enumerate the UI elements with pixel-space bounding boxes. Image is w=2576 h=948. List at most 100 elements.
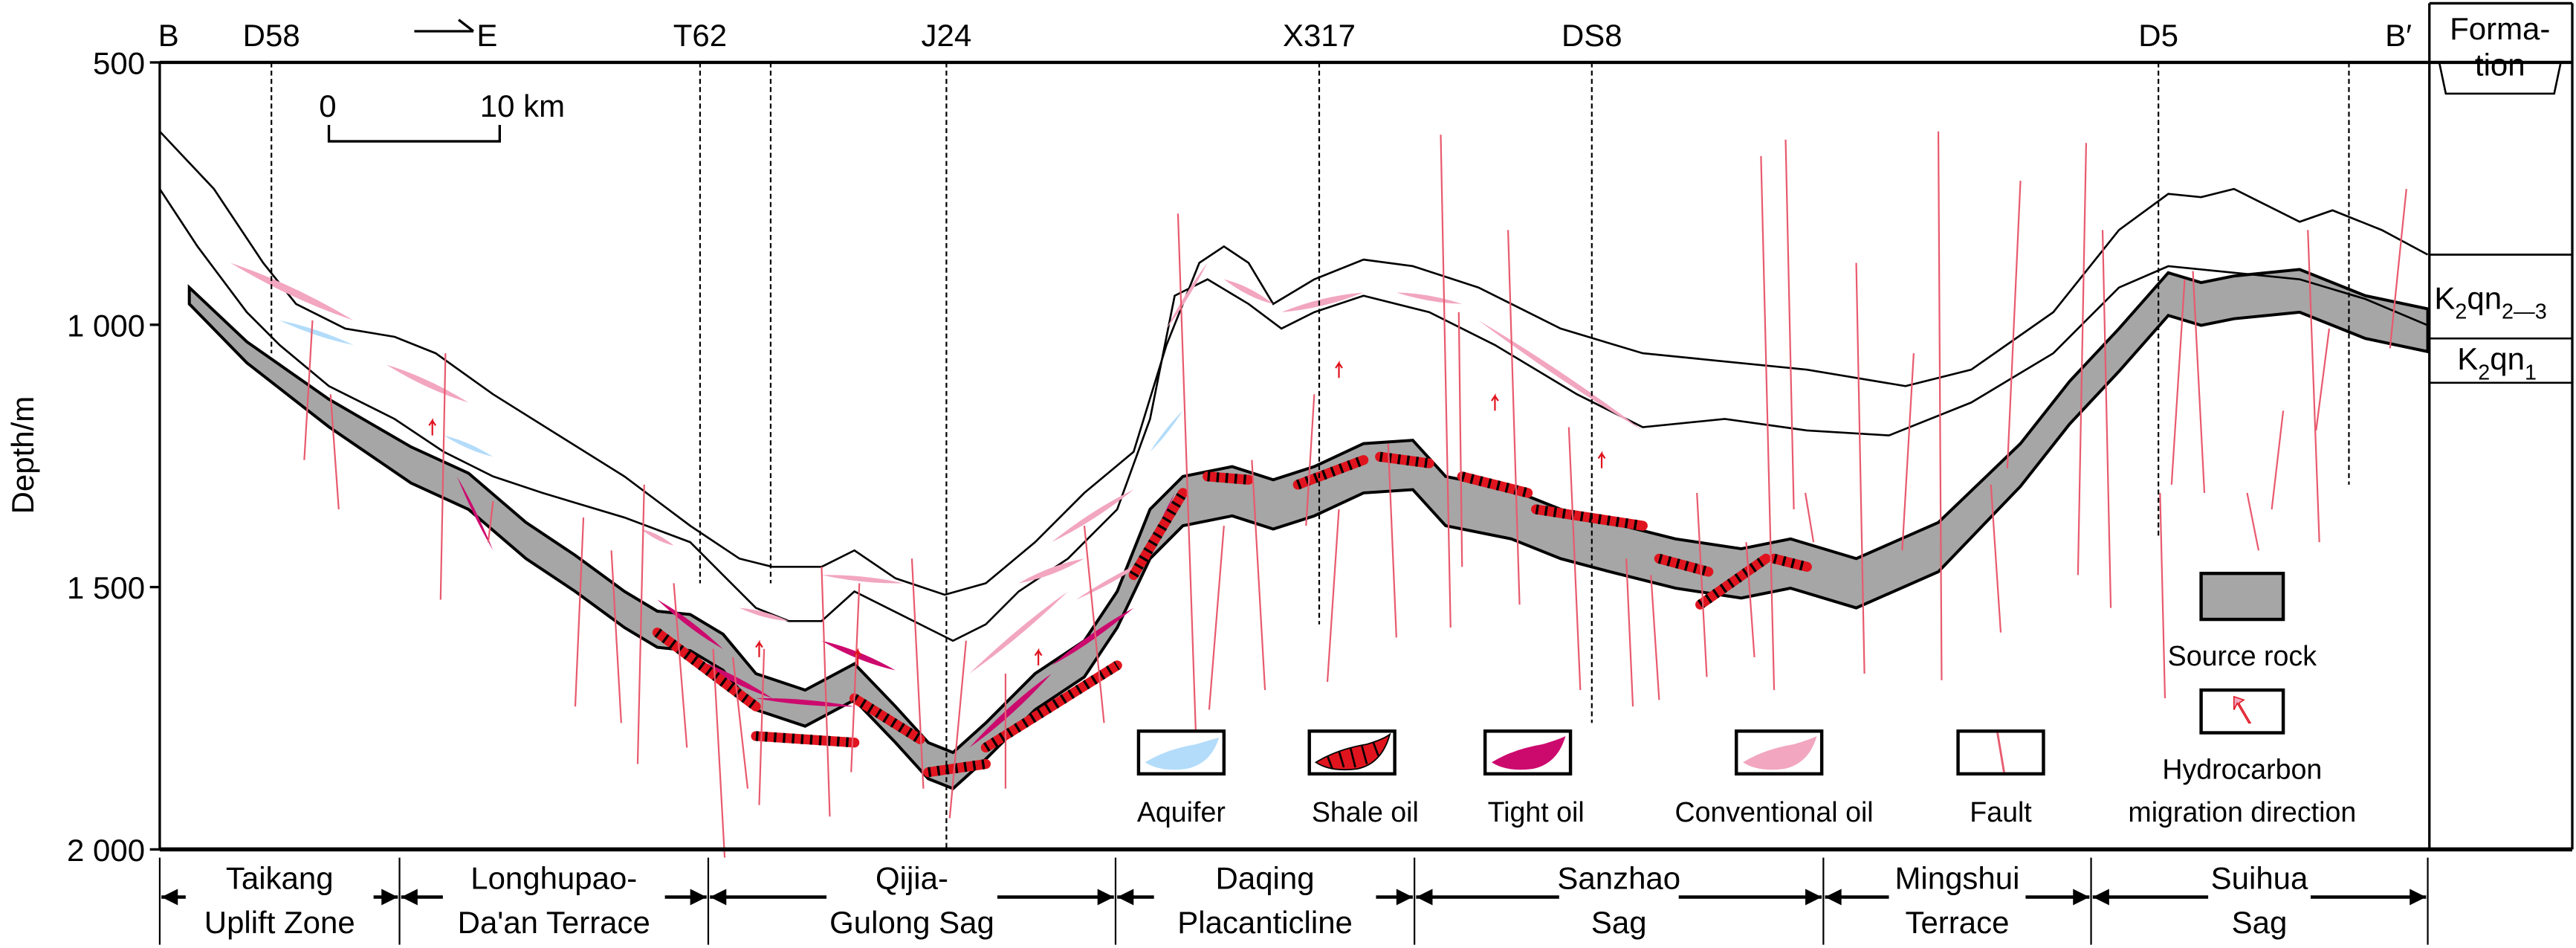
fault-line bbox=[1457, 312, 1463, 567]
fault-line bbox=[439, 353, 447, 600]
fault-line bbox=[2192, 271, 2206, 493]
fault-line bbox=[574, 517, 585, 707]
tight-oil-body bbox=[456, 476, 493, 551]
legend-aquifer-label: Aquifer bbox=[1137, 796, 1226, 828]
tight-oil-body bbox=[1051, 607, 1134, 665]
zone-arrow-right-icon bbox=[381, 889, 398, 906]
fault-line bbox=[2006, 181, 2022, 468]
aquifer-body bbox=[444, 435, 493, 457]
fault-line bbox=[1507, 230, 1521, 605]
legend: Aquifer Shale oil Tight oil Conventional… bbox=[1136, 571, 2356, 828]
fault-line bbox=[1784, 139, 1795, 510]
fault-line bbox=[1567, 427, 1582, 691]
conventional-oil-swatch-icon bbox=[1743, 735, 1817, 770]
shale-oil-body bbox=[1203, 471, 1254, 485]
fault-line bbox=[1083, 525, 1105, 723]
zone-label-line2: Uplift Zone bbox=[204, 905, 355, 940]
fault-line bbox=[821, 567, 831, 817]
formation-header-bracket bbox=[2430, 61, 2571, 95]
shale-oil-body bbox=[1375, 451, 1434, 468]
fault-swatch-icon bbox=[1996, 732, 2005, 773]
zone-arrow-left-icon bbox=[2092, 889, 2109, 906]
tight-oil-swatch-icon bbox=[1492, 735, 1566, 770]
conventional-oil-body bbox=[739, 607, 789, 622]
zone-arrow-left-icon bbox=[1416, 889, 1433, 906]
y-tick-label: 2 000 bbox=[67, 833, 145, 868]
horizon-line-k2qn2-3-top bbox=[158, 188, 2429, 642]
well-label: X317 bbox=[1283, 18, 1356, 53]
conventional-oil-body bbox=[386, 364, 469, 403]
zone-arrow-right-icon bbox=[1805, 889, 1822, 906]
section-start-label: B bbox=[158, 18, 179, 53]
zone-arrow-left-icon bbox=[710, 889, 727, 906]
fault-line bbox=[487, 500, 494, 543]
shale-oil-swatch-icon bbox=[1314, 732, 1391, 771]
zone-label-line2: Terrace bbox=[1905, 905, 2009, 940]
fault-line bbox=[2389, 189, 2407, 349]
shale-oil-hatch bbox=[755, 731, 855, 748]
shale-oil-hatch bbox=[1773, 553, 1808, 572]
conventional-oil-body bbox=[1223, 279, 1274, 304]
legend-tight-oil-label: Tight oil bbox=[1488, 796, 1585, 828]
conventional-oil-body bbox=[1478, 320, 1643, 431]
migration-arrow-icon bbox=[1034, 648, 1043, 665]
fault-line bbox=[1387, 443, 1397, 638]
zone-label-line2: Da'an Terrace bbox=[458, 905, 650, 940]
fault-line bbox=[1305, 394, 1315, 526]
legend-migration-label-line1: Hydrocarbon bbox=[2162, 753, 2322, 784]
shale-oil-hatch bbox=[852, 694, 923, 744]
shale-oil-hatch bbox=[928, 758, 987, 778]
fault-line bbox=[2315, 328, 2331, 431]
migration-arrow-icon bbox=[428, 418, 437, 436]
fault-line bbox=[1625, 558, 1634, 707]
formation-header-line1: Forma- bbox=[2450, 11, 2550, 46]
fault-line bbox=[1937, 131, 1943, 680]
well-label: DS8 bbox=[1562, 18, 1622, 53]
zone-label-line2: Gulong Sag bbox=[829, 905, 994, 940]
well-label: T62 bbox=[673, 18, 727, 53]
zone-arrow-left-icon bbox=[161, 889, 178, 906]
fault-line bbox=[1990, 484, 2002, 633]
fault-line bbox=[2271, 410, 2285, 510]
conventional-oil-body bbox=[1166, 262, 1208, 329]
migration-arrow-icon bbox=[755, 639, 763, 657]
fault-line bbox=[636, 484, 645, 764]
zone-arrow-right-icon bbox=[1097, 889, 1114, 906]
fault-line bbox=[1760, 155, 1776, 691]
y-tick-label: 1 000 bbox=[67, 308, 145, 343]
conventional-oil-body bbox=[821, 575, 904, 584]
zone-arrow-left-icon bbox=[1117, 889, 1134, 906]
aquifer-body bbox=[279, 320, 354, 346]
shale-oil-body bbox=[1695, 553, 1771, 610]
legend-fault: Fault bbox=[1956, 729, 2045, 828]
zone-label-line1: Taikang bbox=[226, 860, 334, 895]
legend-conventional-oil: Conventional oil bbox=[1674, 729, 1874, 828]
fault-line bbox=[1855, 262, 1865, 674]
conventional-oil-body bbox=[230, 262, 354, 320]
fault-line bbox=[1745, 542, 1755, 657]
aquifer-swatch-icon bbox=[1145, 738, 1220, 770]
scale-bar-end: 10 km bbox=[480, 88, 565, 123]
horizon-line-upper bbox=[158, 130, 2429, 596]
conventional-oil-body bbox=[969, 591, 1068, 674]
y-tick-label: 500 bbox=[93, 45, 145, 80]
tight-oil-body bbox=[969, 673, 1052, 748]
migration-arrow-icon bbox=[853, 648, 862, 665]
fault-line bbox=[303, 320, 314, 460]
conventional-oil-body bbox=[1281, 292, 1364, 312]
fault-line bbox=[712, 648, 726, 858]
fault-line bbox=[2246, 492, 2260, 551]
zone-label-line1: Mingshui bbox=[1894, 860, 2019, 895]
legend-migration-label-line2: migration direction bbox=[2128, 796, 2356, 828]
conventional-oil-body bbox=[1075, 558, 1151, 600]
direction-arrow-icon bbox=[414, 19, 475, 33]
source-rock-swatch-icon bbox=[2199, 571, 2285, 622]
fault-line bbox=[732, 657, 749, 789]
fault-line bbox=[2307, 230, 2320, 543]
fault-line bbox=[758, 648, 766, 805]
conventional-oil-body bbox=[1051, 489, 1134, 543]
legend-source-rock: Source rock bbox=[2168, 571, 2317, 671]
fault-line bbox=[1208, 526, 1225, 710]
y-axis-label: Depth/m bbox=[5, 396, 40, 515]
legend-fault-label: Fault bbox=[1970, 796, 2032, 828]
